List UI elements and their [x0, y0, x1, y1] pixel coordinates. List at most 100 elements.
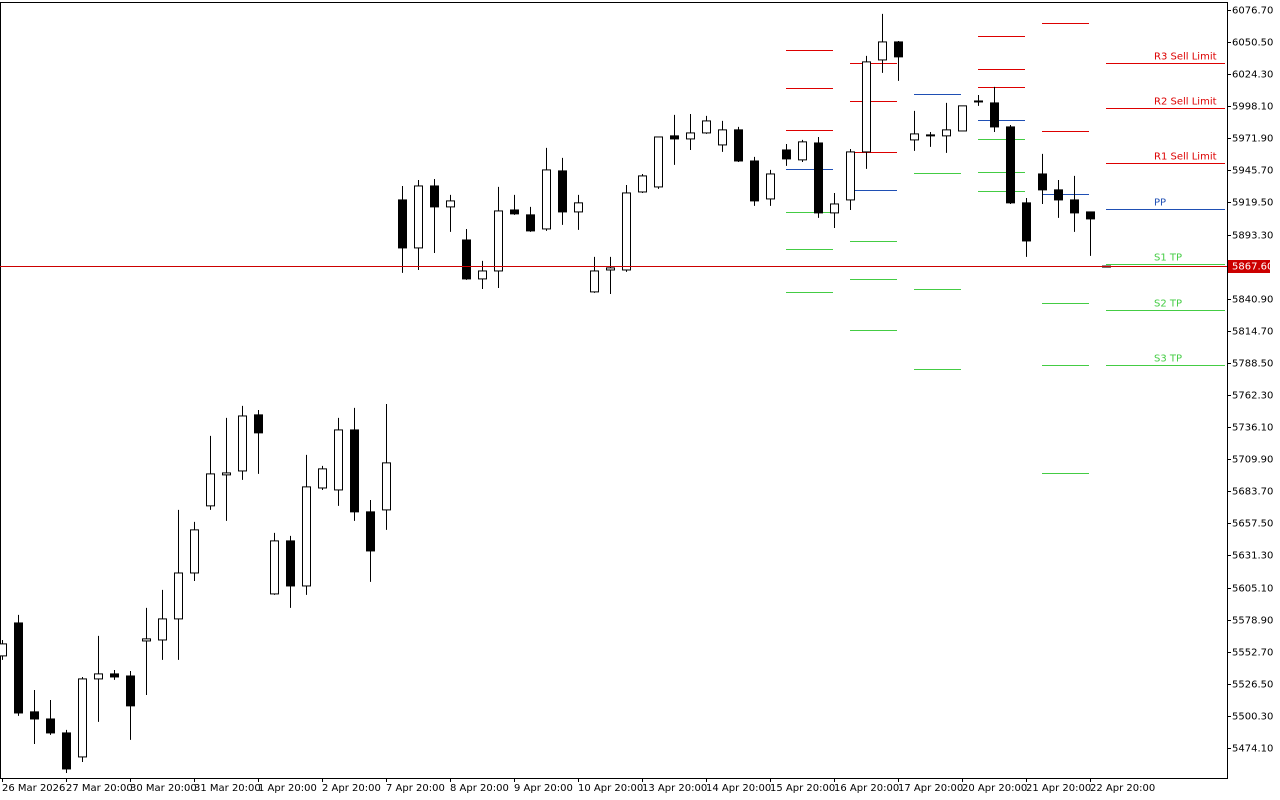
candle-body: [542, 169, 551, 230]
candle-body: [158, 618, 167, 641]
candle-body: [926, 134, 935, 137]
candle-body: [302, 486, 311, 587]
candle-body: [222, 472, 231, 476]
candle-body: [606, 267, 615, 271]
x-tick-label: 13 Apr 20:00: [642, 783, 707, 794]
candle-body: [670, 135, 679, 140]
pivot-label: S2 TP: [1154, 299, 1182, 310]
candle-body: [750, 160, 759, 202]
candle-body: [862, 61, 871, 153]
y-tick-label: 5762.30: [1232, 391, 1273, 402]
candle-body: [398, 199, 407, 249]
pivot-label: R1 Sell Limit: [1154, 152, 1217, 163]
x-tick-label: 17 Apr 20:00: [898, 783, 963, 794]
candle-body: [1086, 211, 1095, 220]
x-tick-label: 2 Apr 20:00: [322, 783, 381, 794]
candle-body: [446, 200, 455, 208]
candle-body: [734, 129, 743, 162]
x-tick-label: 9 Apr 20:00: [514, 783, 573, 794]
y-tick-label: 5971.90: [1232, 134, 1273, 145]
candle-body: [1006, 126, 1015, 204]
candle-body: [270, 540, 279, 595]
pivot-label: S1 TP: [1154, 253, 1182, 264]
y-tick-label: 5945.70: [1232, 166, 1273, 177]
candle-body: [190, 529, 199, 574]
y-tick-label: 5631.30: [1232, 551, 1273, 562]
candle-body: [846, 151, 855, 201]
x-tick-label: 1 Apr 20:00: [258, 783, 317, 794]
candle-body: [638, 175, 647, 193]
candle-body: [718, 129, 727, 146]
y-tick-label: 5578.90: [1232, 616, 1273, 627]
y-tick-label: 5788.50: [1232, 359, 1273, 370]
x-tick-label: 31 Mar 20:00: [194, 783, 261, 794]
y-tick-label: 5552.70: [1232, 648, 1273, 659]
y-tick-label: 5919.50: [1232, 198, 1273, 209]
candle-body: [238, 415, 247, 472]
candle-body: [558, 170, 567, 213]
candle-body: [494, 210, 503, 272]
candle-body: [654, 136, 663, 188]
candle-body: [766, 173, 775, 200]
candle-body: [14, 622, 23, 714]
x-tick-label: 21 Apr 20:00: [1026, 783, 1091, 794]
y-tick-label: 5500.30: [1232, 712, 1273, 723]
pivot-label: PP: [1154, 198, 1166, 209]
y-tick-label: 5998.10: [1232, 102, 1273, 113]
pivot-label: R3 Sell Limit: [1154, 52, 1217, 63]
candle-body: [62, 732, 71, 770]
candle-body: [942, 129, 951, 137]
candle-body: [798, 141, 807, 161]
candle-body: [142, 638, 151, 642]
x-tick-label: 30 Mar 20:00: [130, 783, 197, 794]
candle-body: [94, 673, 103, 680]
candle-body: [574, 202, 583, 213]
candle-body: [350, 429, 359, 513]
candle-body: [174, 572, 183, 620]
y-tick-label: 5526.50: [1232, 680, 1273, 691]
x-tick-label: 8 Apr 20:00: [450, 783, 509, 794]
candle-body: [46, 718, 55, 734]
candle-body: [126, 675, 135, 707]
candle-body: [414, 185, 423, 249]
pivot-label: R2 Sell Limit: [1154, 97, 1217, 108]
y-tick-label: 5683.70: [1232, 487, 1273, 498]
candle-body: [814, 142, 823, 214]
x-tick-label: 15 Apr 20:00: [770, 783, 835, 794]
x-tick-label: 10 Apr 20:00: [578, 783, 643, 794]
x-tick-label: 16 Apr 20:00: [834, 783, 899, 794]
y-tick-label: 5605.10: [1232, 584, 1273, 595]
candle-body: [430, 185, 439, 208]
y-tick-label: 6024.30: [1232, 70, 1273, 81]
y-tick-label: 6076.70: [1232, 6, 1273, 17]
candle-body: [366, 511, 375, 552]
y-tick-label: 5893.30: [1232, 231, 1273, 242]
candle-body: [974, 100, 983, 103]
candle-body: [622, 192, 631, 271]
candle-body: [1070, 199, 1079, 214]
candle-body: [1054, 189, 1063, 201]
x-tick-label: 22 Apr 20:00: [1090, 783, 1155, 794]
candle-body: [510, 209, 519, 215]
candle-body: [110, 673, 119, 678]
candle-body: [686, 132, 695, 140]
current-price-box: [1228, 260, 1270, 273]
x-tick-label: 14 Apr 20:00: [706, 783, 771, 794]
candle-body: [334, 429, 343, 491]
x-tick-label: 7 Apr 20:00: [386, 783, 445, 794]
candle-body: [526, 214, 535, 232]
y-tick-label: 5814.70: [1232, 327, 1273, 338]
current-price-label: 5867.60: [1232, 262, 1273, 273]
candle-body: [206, 473, 215, 507]
x-tick-label: 27 Mar 20:00: [66, 783, 133, 794]
candle-body: [702, 120, 711, 134]
candle-body: [382, 462, 391, 511]
candle-body: [478, 270, 487, 280]
pivot-label: S3 TP: [1154, 354, 1182, 365]
candle-body: [830, 203, 839, 214]
candle-body: [318, 468, 327, 489]
candle-body: [1038, 173, 1047, 191]
candle-body: [958, 105, 967, 132]
candle-body: [254, 414, 263, 434]
